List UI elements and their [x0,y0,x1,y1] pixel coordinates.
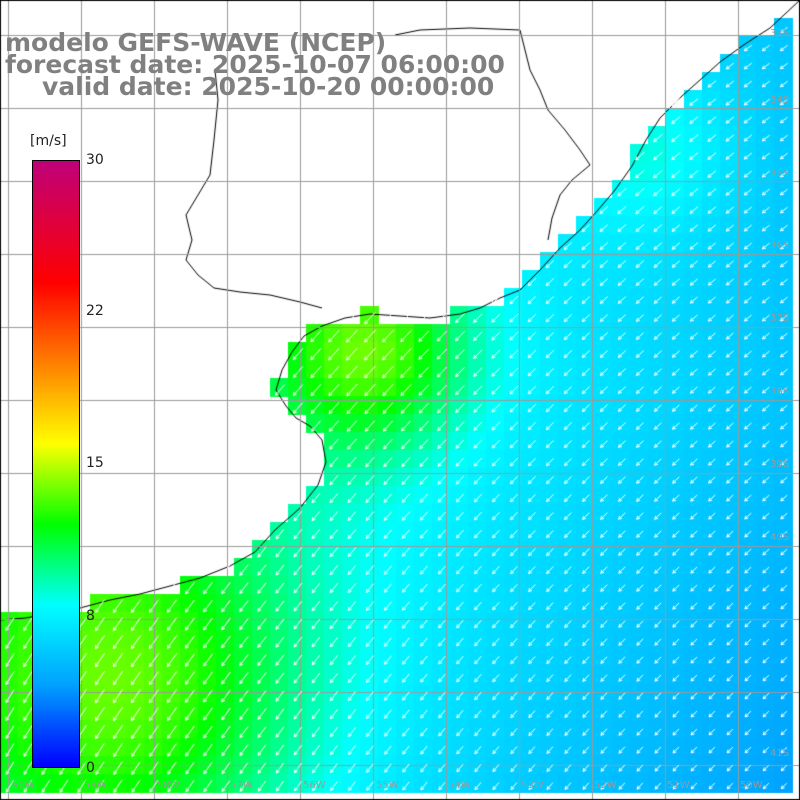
lon-label-52w: 52W [594,780,617,791]
lat-label-38s: 38S [770,386,790,397]
lon-label-50w: 50W [740,780,763,791]
colorbar-tick-30: 30 [86,152,104,168]
lon-label-56w: 56W [303,780,326,791]
lon-label-59w: 59W [84,780,107,791]
lon-label-55w: 55W [376,780,399,791]
lat-label-37s: 37S [770,313,790,324]
lat-label-35s: 35S [770,168,790,179]
lon-label-58w: 58W [157,780,180,791]
colorbar-tick-0: 0 [86,760,95,776]
lat-label-33s: 33S [770,28,790,39]
lat-label-40s: 40S [770,532,790,543]
colorbar-unit: [m/s] [30,133,67,149]
lon-label-53w: 53W [521,780,544,791]
lat-label-41s: 41S [770,748,790,759]
lat-label-36s: 36S [770,240,790,251]
colorbar-gradient [33,161,79,767]
lon-label-51w: 51W [667,780,690,791]
colorbar-tick-22: 22 [86,303,104,319]
lon-label-60w: 60W [12,780,35,791]
forecast-date: forecast date: 2025-10-07 06:00:00 [5,50,505,79]
lat-label-34s: 34S [770,95,790,106]
colorbar-tick-8: 8 [86,608,95,624]
colorbar-tick-15: 15 [86,455,104,471]
lat-label-39s: 39S [770,459,790,470]
valid-date: valid date: 2025-10-20 00:00:00 [42,72,495,101]
lon-label-54w: 54W [448,780,471,791]
model-title: modelo GEFS-WAVE (NCEP) [5,28,387,57]
lon-label-57w: 57W [230,780,253,791]
colorbar [32,160,80,768]
